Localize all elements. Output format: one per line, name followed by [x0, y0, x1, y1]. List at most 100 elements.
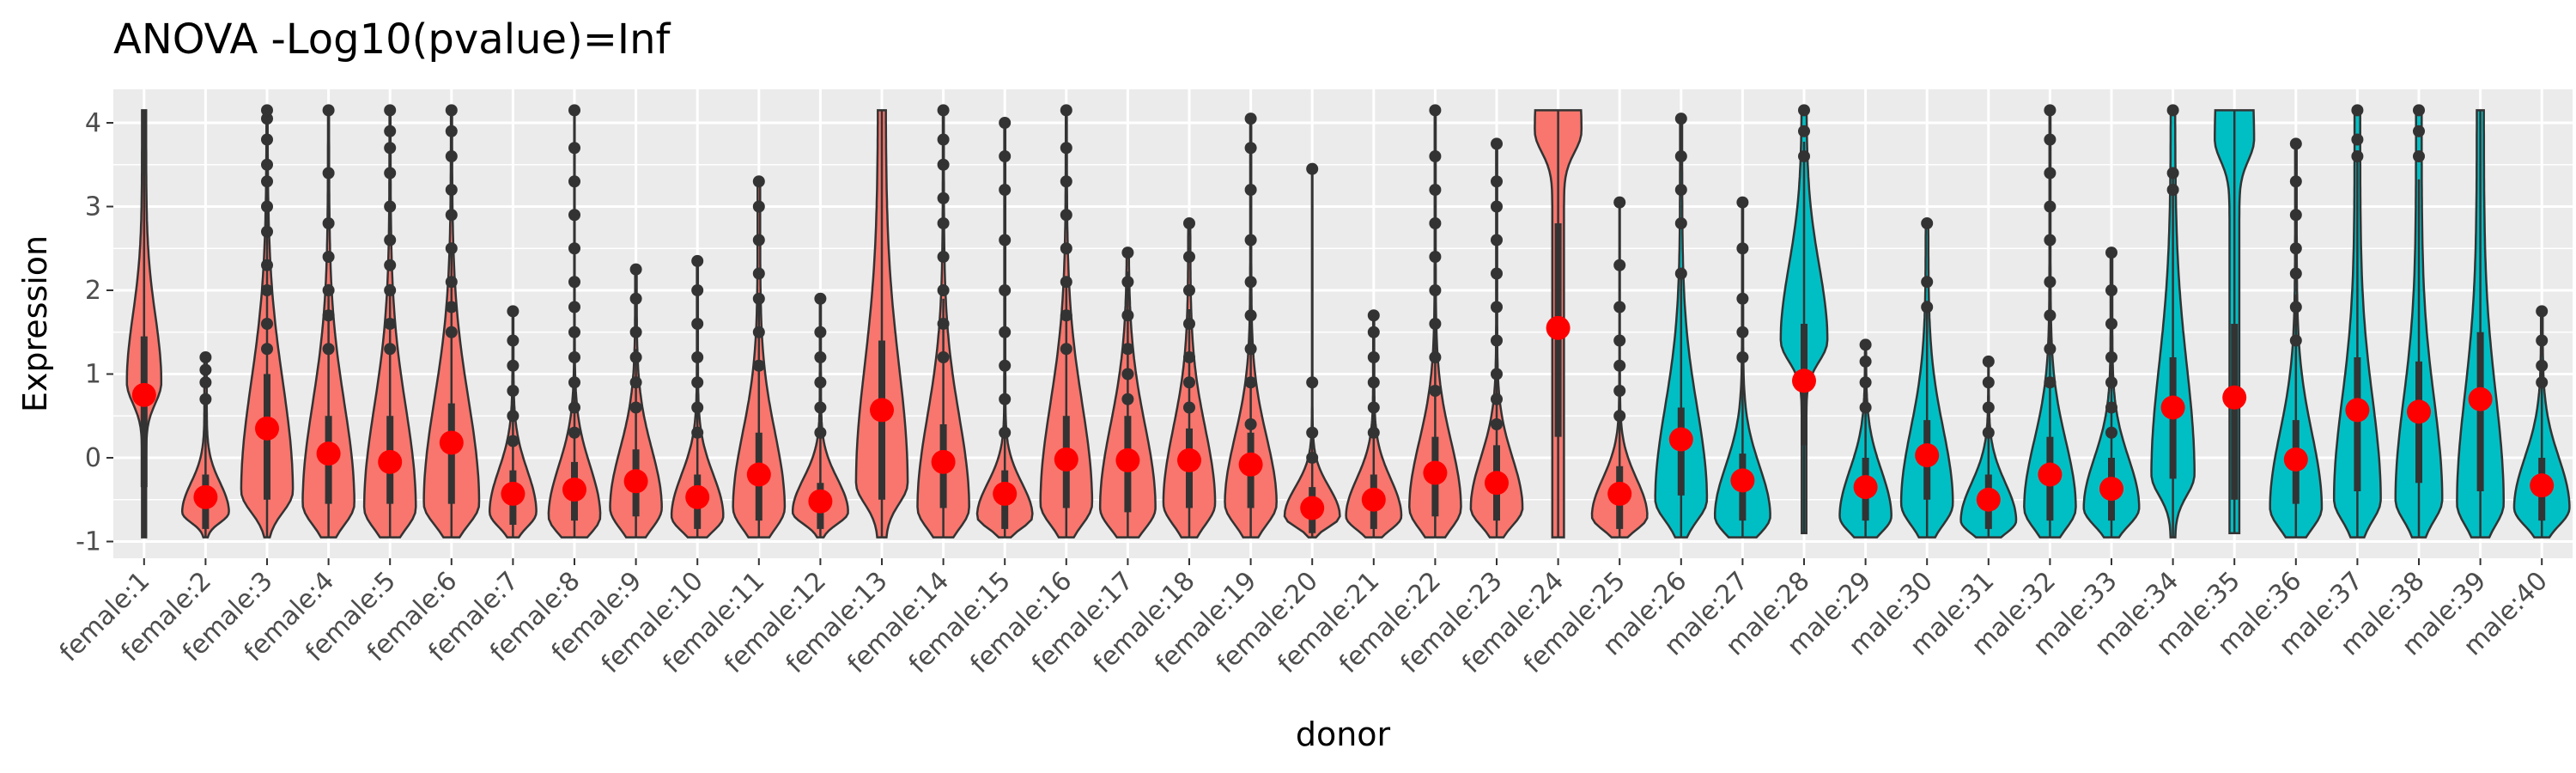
outlier-point [937, 318, 950, 330]
outlier-point [1429, 385, 1442, 397]
outlier-point [445, 276, 458, 289]
outlier-point [568, 401, 580, 414]
outlier-point [1183, 251, 1195, 263]
outlier-point [2289, 209, 2302, 222]
mean-point [1300, 496, 1325, 520]
outlier-point [2536, 334, 2549, 347]
outlier-point [1982, 376, 1995, 389]
outlier-point [1367, 426, 1380, 439]
outlier-point [1121, 247, 1134, 259]
outlier-point [937, 284, 950, 296]
outlier-point [1674, 184, 1687, 196]
outlier-point [1921, 217, 1934, 229]
outlier-point [1183, 217, 1195, 229]
outlier-point [445, 104, 458, 117]
outlier-point [1060, 343, 1072, 356]
outlier-point [1306, 376, 1319, 389]
outlier-point [384, 167, 397, 180]
mean-point [1177, 447, 1201, 472]
outlier-point [1121, 276, 1134, 289]
outlier-point [322, 309, 335, 322]
outlier-point [999, 184, 1012, 196]
outlier-point [629, 376, 642, 389]
outlier-point [1060, 104, 1072, 117]
outlier-point [2044, 104, 2057, 117]
outlier-point [568, 301, 580, 313]
outlier-point [261, 133, 273, 146]
mean-point [2222, 385, 2247, 410]
outlier-point [261, 175, 273, 188]
mean-point [378, 449, 403, 474]
outlier-point [568, 276, 580, 289]
outlier-point [1613, 301, 1626, 313]
outlier-point [1244, 113, 1257, 125]
outlier-point [1982, 426, 1995, 439]
outlier-point [1859, 338, 1872, 351]
outlier-point [384, 200, 397, 213]
outlier-point [1183, 284, 1195, 296]
outlier-point [2044, 309, 2057, 322]
outlier-point [507, 435, 519, 447]
mean-point [1546, 315, 1571, 340]
outlier-point [384, 142, 397, 155]
outlier-point [2351, 150, 2364, 162]
outlier-point [1244, 343, 1257, 356]
outlier-point [2351, 104, 2364, 117]
outlier-point [1674, 150, 1687, 162]
outlier-point [937, 351, 950, 363]
outlier-point [322, 217, 335, 229]
outlier-point [629, 292, 642, 305]
outlier-point [1244, 142, 1257, 155]
outlier-point [1306, 162, 1319, 175]
outlier-point [1491, 301, 1503, 313]
outlier-point [384, 259, 397, 271]
outlier-point [814, 292, 827, 305]
outlier-point [2044, 167, 2057, 180]
outlier-point [1367, 309, 1380, 322]
outlier-point [1921, 301, 1934, 313]
outlier-point [2289, 334, 2302, 347]
outlier-point [1798, 125, 1810, 137]
outlier-point [691, 254, 704, 267]
mean-point [1668, 427, 1693, 452]
y-tick-label: 0 [85, 443, 101, 473]
outlier-point [999, 393, 1012, 405]
outlier-point [384, 104, 397, 117]
outlier-point [1613, 334, 1626, 347]
outlier-point [999, 117, 1012, 129]
outlier-point [1429, 184, 1442, 196]
outlier-point [507, 410, 519, 423]
mean-point [685, 484, 710, 509]
mean-point [1915, 443, 1940, 468]
mean-point [1361, 487, 1386, 512]
y-axis-ticks: -1 0 1 2 3 4 [76, 108, 113, 557]
outlier-point [1613, 259, 1626, 271]
outlier-point [1859, 401, 1872, 414]
outlier-point [261, 104, 273, 117]
mean-point [808, 489, 833, 514]
outlier-point [1121, 368, 1134, 380]
mean-point [255, 416, 279, 441]
outlier-point [999, 234, 1012, 247]
outlier-point [1921, 276, 1934, 289]
outlier-point [691, 318, 704, 330]
outlier-point [752, 359, 765, 372]
outlier-point [199, 393, 212, 405]
mean-point [1238, 452, 1263, 477]
outlier-point [2413, 150, 2425, 162]
mean-point [2345, 398, 2370, 423]
outlier-point [814, 376, 827, 389]
outlier-point [1736, 242, 1749, 255]
outlier-point [2044, 133, 2057, 146]
outlier-point [507, 305, 519, 318]
outlier-point [1798, 104, 1810, 117]
outlier-point [1859, 355, 1872, 368]
y-tick-label: 2 [85, 276, 101, 306]
outlier-point [445, 209, 458, 222]
mean-point [562, 478, 586, 502]
outlier-point [1982, 355, 1995, 368]
mean-point [1607, 481, 1632, 506]
outlier-point [384, 343, 397, 356]
outlier-point [568, 175, 580, 188]
